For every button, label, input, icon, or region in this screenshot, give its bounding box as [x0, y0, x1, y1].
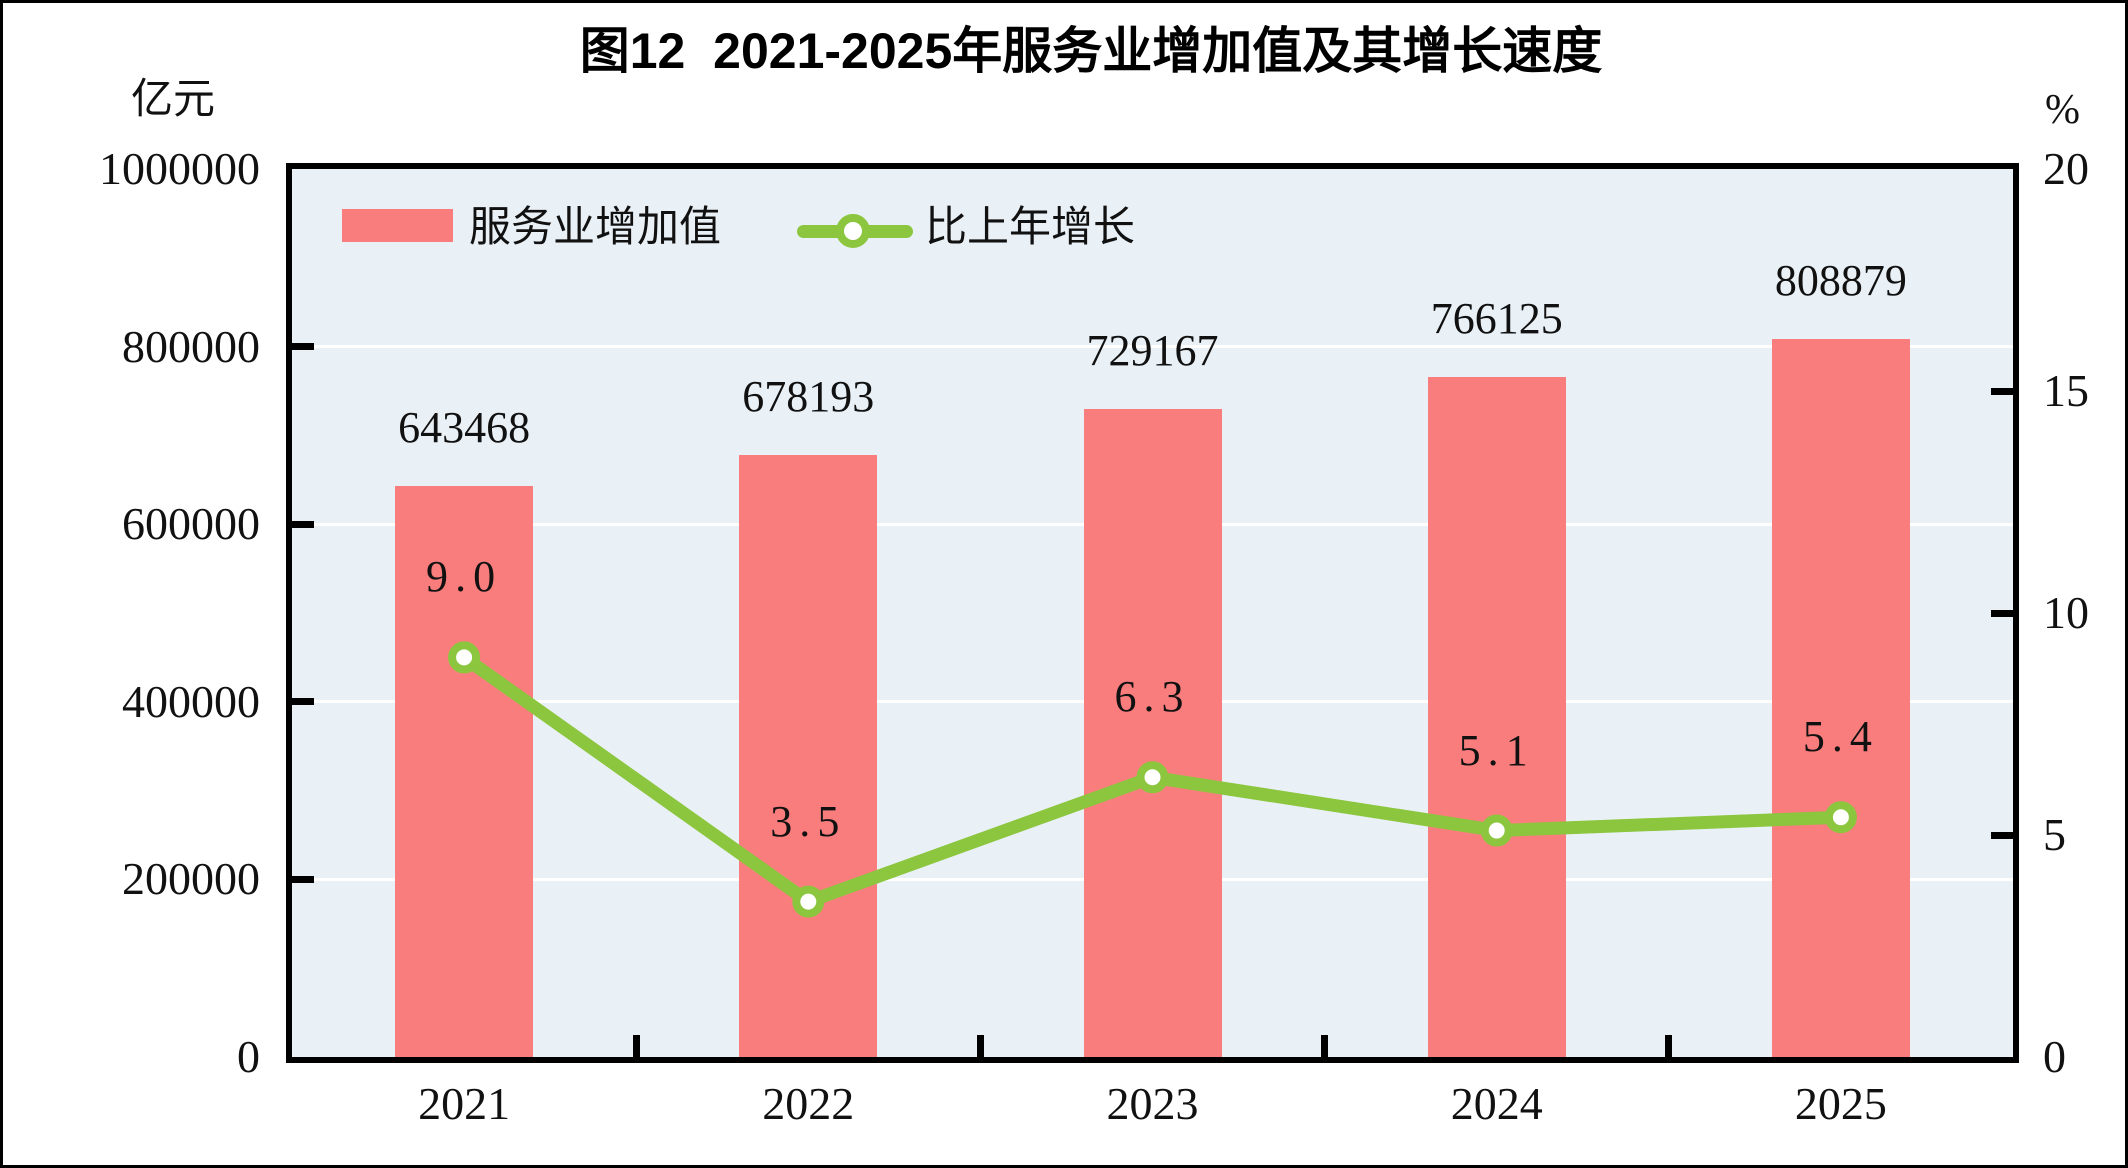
- right-axis-tick-label: 20: [2043, 143, 2089, 194]
- bar-value-label: 808879: [1774, 255, 1907, 305]
- left-axis-tick-label: 1000000: [99, 143, 260, 194]
- x-axis-label: 2025: [1794, 1078, 1887, 1129]
- x-axis-label: 2022: [762, 1078, 855, 1129]
- axis-tick: [292, 875, 314, 883]
- line-marker: [792, 885, 825, 918]
- right-axis-tick-label: 15: [2043, 365, 2089, 416]
- x-axis-label: 2021: [418, 1078, 511, 1129]
- axis-tick: [632, 1035, 640, 1057]
- bar: [1083, 409, 1222, 1057]
- legend-line-marker: [836, 214, 870, 248]
- bar: [395, 485, 534, 1057]
- left-axis-tick-label: 0: [237, 1031, 260, 1082]
- axis-tick: [1991, 387, 2013, 395]
- line-value-label: 5.4: [1802, 712, 1879, 762]
- bar-value-label: 766125: [1430, 293, 1563, 343]
- bar: [1771, 338, 1910, 1057]
- left-axis-tick-label: 400000: [122, 675, 260, 727]
- chart-title: 图12 2021-2025年服务业增加值及其增长速度: [579, 23, 1603, 79]
- line-marker: [1480, 814, 1513, 847]
- axis-tick: [1991, 609, 2013, 617]
- line-value-label: 3.5: [770, 796, 847, 846]
- gridline: [292, 345, 2013, 349]
- bar: [1427, 376, 1566, 1057]
- line-value-label: 9.0: [426, 552, 503, 602]
- legend-bar-swatch: [342, 209, 453, 242]
- legend-line-label: 比上年增长: [925, 205, 1136, 251]
- bar-value-label: 678193: [742, 371, 875, 421]
- axis-tick: [976, 1035, 984, 1057]
- axis-tick: [292, 698, 314, 706]
- line-value-label: 5.1: [1458, 725, 1535, 775]
- line-marker: [1824, 801, 1857, 834]
- line-marker: [1136, 761, 1169, 794]
- x-axis-label: 2023: [1106, 1078, 1199, 1129]
- axis-tick: [292, 343, 314, 351]
- bar-value-label: 643468: [398, 402, 531, 452]
- axis-tick: [1665, 1035, 1673, 1057]
- right-axis-unit: %: [2045, 87, 2080, 133]
- left-axis-tick-label: 600000: [122, 498, 260, 550]
- line-marker: [448, 641, 481, 674]
- left-axis-tick-label: 200000: [122, 853, 260, 905]
- right-axis-tick-label: 0: [2043, 1031, 2066, 1082]
- axis-tick: [292, 520, 314, 528]
- bar-value-label: 729167: [1086, 326, 1219, 376]
- bar: [739, 454, 878, 1057]
- right-axis-tick-label: 10: [2043, 587, 2089, 638]
- axis-tick: [1321, 1035, 1329, 1057]
- right-axis-tick-label: 5: [2043, 809, 2066, 860]
- x-axis-label: 2024: [1450, 1078, 1543, 1129]
- growth-line: [448, 641, 1857, 918]
- legend-bar-label: 服务业增加值: [469, 205, 722, 251]
- line-value-label: 6.3: [1114, 672, 1191, 722]
- left-axis-unit: 亿元: [131, 77, 216, 123]
- axis-tick: [1991, 831, 2013, 839]
- left-axis-tick-label: 800000: [122, 320, 260, 372]
